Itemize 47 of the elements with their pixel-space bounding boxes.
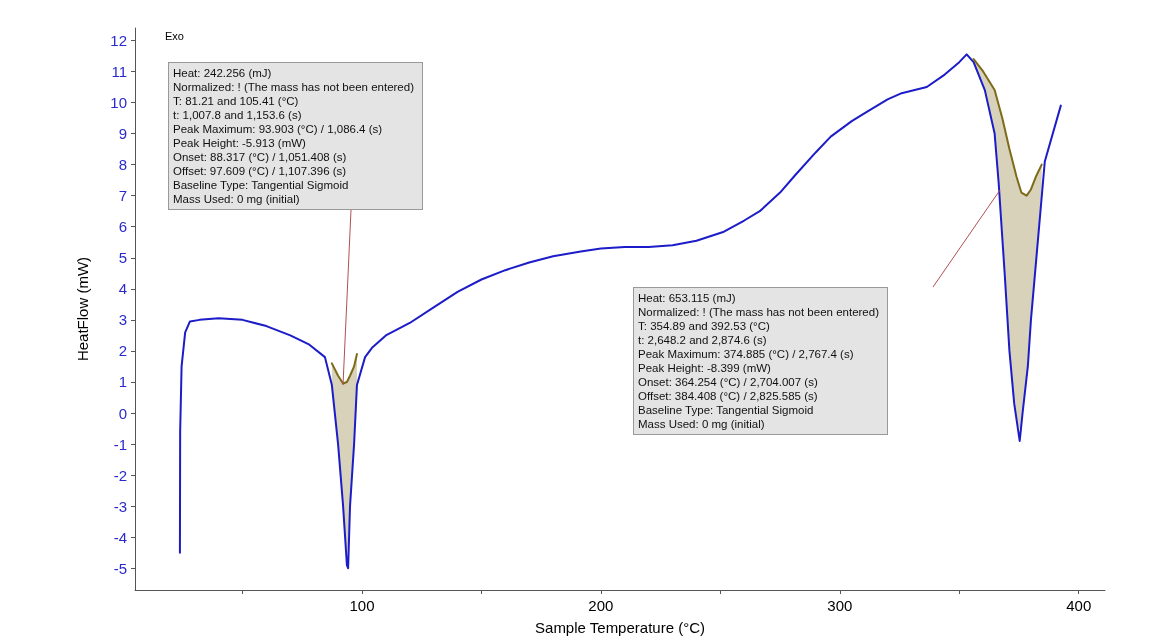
annotation: Peak Maximum: 93.903 (°C) / 1,086.4 (s) (173, 122, 384, 136)
annotation: Heat: 653.115 (mJ) (638, 291, 737, 305)
y-tick-label: 8 (118, 156, 127, 174)
annotation: Offset: 384.408 (°C) / 2,825.585 (s) (638, 389, 819, 403)
x-tick-label: 400 (1066, 597, 1092, 614)
annotation: Offset: 97.609 (°C) / 1,107.396 (s) (173, 164, 348, 178)
y-tick-label: 5 (118, 249, 127, 267)
annotation: Normalized: ! (The mass has not been entered) (638, 305, 879, 319)
y-tick-label: 3 (118, 311, 127, 329)
y-tick-label: 11 (111, 62, 127, 80)
y-tick-label: 12 (110, 31, 127, 49)
annotation: T: 354.89 and 392.53 (°C) (638, 319, 771, 333)
annotation: Onset: 88.317 (°C) / 1,051.408 (s) (173, 150, 348, 164)
y-tick-label: 2 (118, 342, 127, 360)
y-tick-label: -5 (113, 559, 127, 577)
x-axis-title: Sample Temperature (°C) (535, 619, 705, 636)
x-tick-label: 300 (827, 597, 853, 614)
annotation: Baseline Type: Tangential Sigmoid (638, 403, 815, 417)
annotation: Baseline Type: Tangential Sigmoid (173, 178, 350, 192)
annotation: t: 2,648.2 and 2,874.6 (s) (638, 333, 768, 347)
x-tick-label: 100 (349, 597, 375, 614)
line-series (330, 353, 358, 385)
annotation: Heat: 242.256 (mJ) (173, 66, 273, 80)
y-tick-label: 10 (110, 94, 127, 112)
y-tick-label: -1 (113, 435, 127, 453)
y-axis-title: HeatFlow (mW) (74, 256, 91, 362)
annotation: Peak Maximum: 374.885 (°C) / 2,767.4 (s) (638, 347, 855, 361)
annotation: Normalized: ! (The mass has not been entered) (173, 80, 414, 94)
y-tick-label: 4 (118, 280, 127, 298)
x-tick-label: 200 (588, 597, 614, 614)
y-tick-label: -3 (113, 497, 127, 515)
y-tick-label: -4 (113, 528, 127, 546)
annotation: t: 1,007.8 and 1,153.6 (s) (173, 108, 303, 122)
annotation: Mass Used: 0 mg (initial) (173, 192, 301, 206)
annotation: T: 81.21 and 105.41 (°C) (173, 94, 300, 108)
annotation: Onset: 364.254 (°C) / 2,704.007 (s) (638, 375, 819, 389)
y-tick-label: -2 (113, 466, 127, 484)
y-tick-label: 9 (118, 125, 127, 143)
annotation: Peak Height: -8.399 (mW) (638, 361, 772, 375)
annotation: Peak Height: -5.913 (mW) (173, 136, 307, 150)
y-tick-label: 7 (118, 187, 127, 205)
line-series (972, 58, 1043, 197)
y-tick-label: 0 (118, 404, 127, 422)
y-tick-label: 1 (118, 373, 127, 391)
annotation: Mass Used: 0 mg (initial) (638, 417, 766, 431)
annotation: Exo (165, 30, 184, 42)
y-tick-label: 6 (118, 218, 127, 236)
